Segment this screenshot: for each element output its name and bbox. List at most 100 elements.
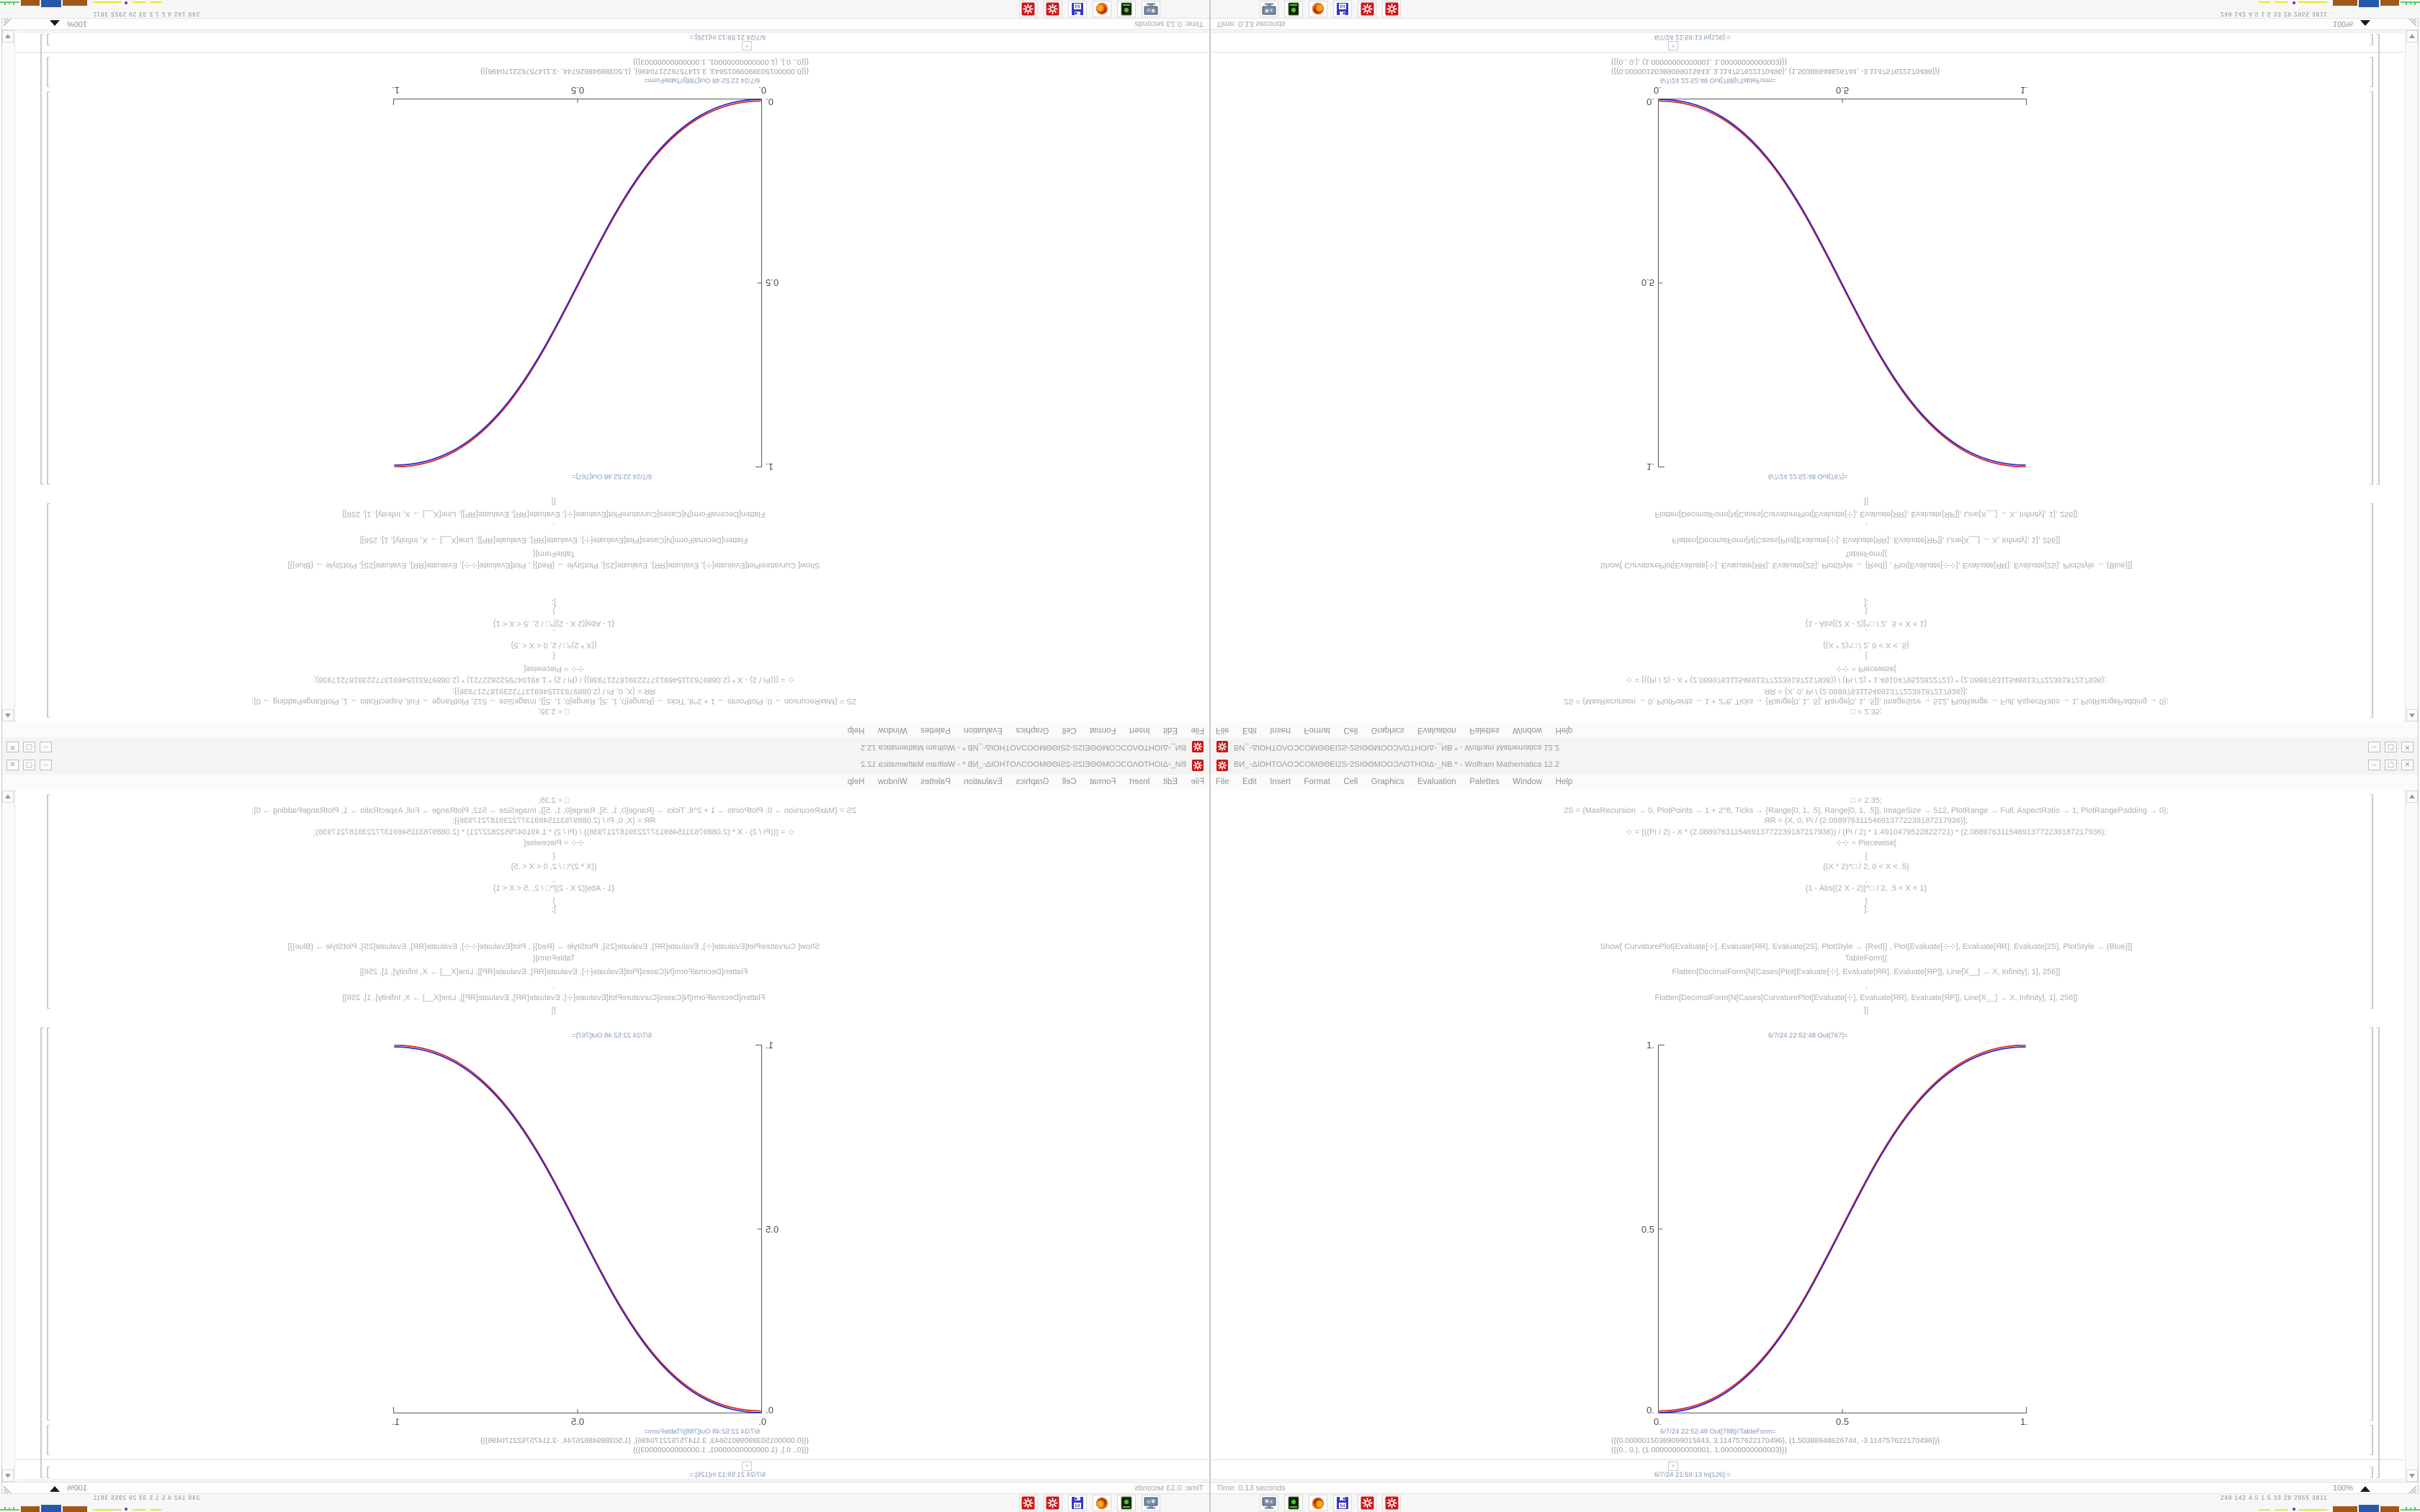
menu-window[interactable]: Window bbox=[877, 726, 908, 734]
menu-evaluation[interactable]: Evaluation bbox=[964, 778, 1003, 786]
menu-cell[interactable]: Cell bbox=[1343, 726, 1358, 734]
vertical-scrollbar[interactable] bbox=[2, 790, 15, 1482]
maximize-button[interactable]: ▢ bbox=[2385, 760, 2397, 770]
cell-bracket-output-group[interactable] bbox=[2376, 34, 2380, 485]
menu-palettes[interactable]: Palettes bbox=[920, 726, 951, 734]
menu-cell[interactable]: Cell bbox=[1062, 778, 1077, 786]
zoom-level[interactable]: 100% bbox=[67, 1484, 88, 1493]
taskbar-disk-utility-icon[interactable] bbox=[1117, 1, 1136, 17]
taskbar-system-monitor-icon[interactable] bbox=[1142, 1495, 1160, 1511]
menu-file[interactable]: File bbox=[1216, 778, 1229, 786]
menu-insert[interactable]: Insert bbox=[1270, 726, 1291, 734]
resize-grip[interactable] bbox=[2407, 1484, 2417, 1494]
scroll-up-button[interactable] bbox=[2, 709, 14, 721]
taskbar-disk-utility-icon[interactable] bbox=[1284, 1, 1303, 17]
cell-bracket-in[interactable] bbox=[47, 1467, 50, 1478]
taskbar-firefox-icon[interactable] bbox=[1309, 1, 1327, 17]
menu-format[interactable]: Format bbox=[1090, 778, 1116, 786]
title-bar[interactable]: ВИ_◦ΔΙΟΗΤΟΛΟƆCOMΘΘΕΙ2S◦2SΙΘΘΜΟΟƆΛΟΤΗΟΙΔ◦… bbox=[1211, 756, 2418, 775]
menu-evaluation[interactable]: Evaluation bbox=[964, 726, 1003, 734]
zoom-triangle-icon[interactable] bbox=[50, 1486, 60, 1492]
cell-bracket-in[interactable] bbox=[2370, 1467, 2373, 1478]
menu-cell[interactable]: Cell bbox=[1062, 726, 1077, 734]
menu-window[interactable]: Window bbox=[1512, 778, 1543, 786]
vertical-scrollbar[interactable] bbox=[2405, 30, 2418, 722]
scroll-up-button[interactable] bbox=[2406, 791, 2418, 803]
close-button[interactable]: ✕ bbox=[6, 760, 19, 770]
taskbar-mathematica-icon[interactable] bbox=[1019, 1, 1038, 17]
scroll-up-button[interactable] bbox=[2, 791, 14, 803]
zoom-level[interactable]: 100% bbox=[2332, 1484, 2353, 1493]
menu-edit[interactable]: Edit bbox=[1242, 726, 1257, 734]
menu-file[interactable]: File bbox=[1216, 726, 1229, 734]
maximize-button[interactable]: ▢ bbox=[2385, 742, 2397, 752]
cell-bracket-output-group[interactable] bbox=[2376, 1027, 2380, 1478]
taskbar-floppy-64-icon[interactable]: 64 bbox=[1333, 1, 1352, 17]
taskbar-mathematica-icon[interactable] bbox=[1044, 1, 1062, 17]
title-bar[interactable]: ВИ_◦ΔΙΟΗΤΟΛΟƆCOMΘΘΕΙ2S◦2SΙΘΘΜΟΟƆΛΟΤΗΟΙΔ◦… bbox=[1211, 737, 2418, 756]
cell-bracket-plot[interactable] bbox=[2370, 91, 2373, 485]
cell-bracket-table[interactable] bbox=[47, 1425, 50, 1455]
taskbar-firefox-icon[interactable] bbox=[1309, 1495, 1327, 1511]
cell-bracket-plot[interactable] bbox=[2370, 1027, 2373, 1421]
menu-help[interactable]: Help bbox=[1555, 778, 1573, 786]
menu-edit[interactable]: Edit bbox=[1163, 726, 1178, 734]
menu-graphics[interactable]: Graphics bbox=[1016, 726, 1049, 734]
taskbar-system-monitor-icon[interactable] bbox=[1260, 1, 1278, 17]
taskbar-firefox-icon[interactable] bbox=[1093, 1495, 1111, 1511]
insert-cell-button[interactable]: + bbox=[742, 41, 752, 50]
taskbar-firefox-icon[interactable] bbox=[1093, 1, 1111, 17]
cell-bracket-output-group[interactable] bbox=[40, 34, 44, 485]
menu-palettes[interactable]: Palettes bbox=[1469, 726, 1500, 734]
title-bar[interactable]: ВИ_◦ΔΙΟΗΤΟΛΟƆCOMΘΘΕΙ2S◦2SΙΘΘΜΟΟƆΛΟΤΗΟΙΔ◦… bbox=[2, 756, 1209, 775]
taskbar-floppy-64-icon[interactable]: 64 bbox=[1333, 1495, 1352, 1511]
taskbar-floppy-64-icon[interactable]: 64 bbox=[1068, 1495, 1087, 1511]
menu-evaluation[interactable]: Evaluation bbox=[1417, 778, 1456, 786]
menu-edit[interactable]: Edit bbox=[1163, 778, 1178, 786]
cell-bracket-in[interactable] bbox=[47, 34, 50, 45]
zoom-triangle-icon[interactable] bbox=[2360, 1486, 2370, 1492]
menu-window[interactable]: Window bbox=[1512, 726, 1543, 734]
insert-cell-button[interactable]: + bbox=[1668, 1462, 1678, 1471]
cell-bracket-input[interactable] bbox=[47, 503, 50, 718]
zoom-level[interactable]: 100% bbox=[67, 19, 88, 28]
taskbar-floppy-64-icon[interactable]: 64 bbox=[1068, 1, 1087, 17]
minimize-button[interactable]: – bbox=[2368, 742, 2380, 752]
scroll-up-button[interactable] bbox=[2406, 709, 2418, 721]
menu-insert[interactable]: Insert bbox=[1270, 778, 1291, 786]
cell-bracket-input[interactable] bbox=[2370, 794, 2373, 1009]
taskbar-system-monitor-icon[interactable] bbox=[1260, 1495, 1278, 1511]
menu-help[interactable]: Help bbox=[1555, 726, 1573, 734]
taskbar-mathematica-icon[interactable] bbox=[1044, 1495, 1062, 1511]
cell-bracket-input[interactable] bbox=[47, 794, 50, 1009]
minimize-button[interactable]: – bbox=[40, 760, 52, 770]
taskbar-mathematica-icon[interactable] bbox=[1358, 1, 1376, 17]
taskbar-disk-utility-icon[interactable] bbox=[1284, 1495, 1303, 1511]
zoom-triangle-icon[interactable] bbox=[50, 20, 60, 26]
resize-grip[interactable] bbox=[2407, 18, 2417, 28]
vertical-scrollbar[interactable] bbox=[2405, 790, 2418, 1482]
menu-graphics[interactable]: Graphics bbox=[1371, 726, 1404, 734]
menu-cell[interactable]: Cell bbox=[1343, 778, 1358, 786]
cell-bracket-plot[interactable] bbox=[47, 91, 50, 485]
menu-file[interactable]: File bbox=[1191, 726, 1204, 734]
menu-format[interactable]: Format bbox=[1304, 778, 1330, 786]
maximize-button[interactable]: ▢ bbox=[23, 742, 35, 752]
taskbar-disk-utility-icon[interactable] bbox=[1117, 1495, 1136, 1511]
scroll-down-button[interactable] bbox=[2, 1470, 14, 1482]
scroll-down-button[interactable] bbox=[2, 30, 14, 42]
cell-bracket-table[interactable] bbox=[2370, 57, 2373, 87]
menu-edit[interactable]: Edit bbox=[1242, 778, 1257, 786]
close-button[interactable]: ✕ bbox=[2401, 760, 2414, 770]
taskbar-mathematica-icon[interactable] bbox=[1358, 1495, 1376, 1511]
menu-evaluation[interactable]: Evaluation bbox=[1417, 726, 1456, 734]
zoom-level[interactable]: 100% bbox=[2332, 19, 2353, 28]
close-button[interactable]: ✕ bbox=[2401, 742, 2414, 752]
menu-help[interactable]: Help bbox=[847, 726, 865, 734]
cell-bracket-output-group[interactable] bbox=[40, 1027, 44, 1478]
cell-bracket-table[interactable] bbox=[2370, 1425, 2373, 1455]
resize-grip[interactable] bbox=[3, 1484, 13, 1494]
vertical-scrollbar[interactable] bbox=[2, 30, 15, 722]
cell-bracket-table[interactable] bbox=[47, 57, 50, 87]
insert-cell-button[interactable]: + bbox=[1668, 41, 1678, 50]
